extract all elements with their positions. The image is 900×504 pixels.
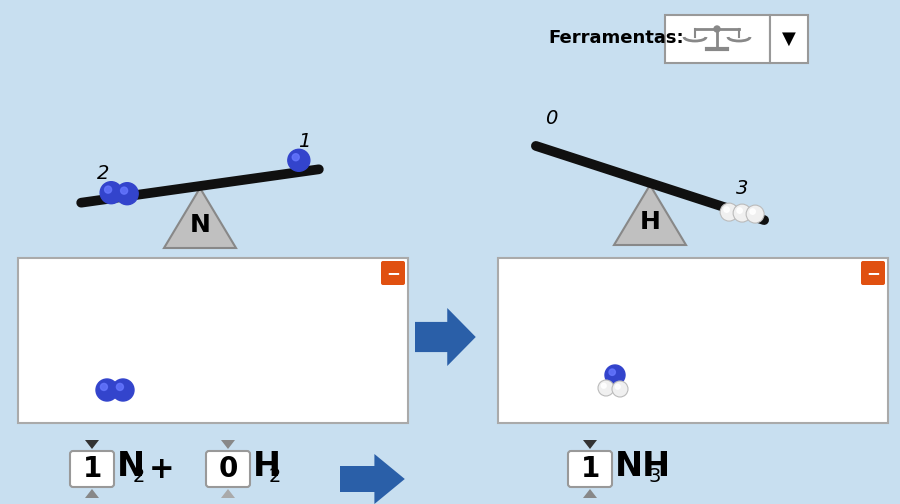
Circle shape	[616, 385, 620, 389]
Circle shape	[288, 149, 310, 171]
Polygon shape	[221, 440, 235, 449]
Polygon shape	[85, 440, 99, 449]
FancyArrow shape	[340, 454, 405, 504]
Text: 1: 1	[580, 455, 599, 483]
Circle shape	[112, 379, 134, 401]
Text: NH: NH	[615, 451, 671, 483]
Text: 3: 3	[736, 179, 748, 198]
Circle shape	[598, 380, 614, 396]
Text: 3: 3	[649, 468, 662, 486]
Text: N: N	[117, 451, 145, 483]
Circle shape	[101, 384, 107, 391]
Text: Ferramentas:: Ferramentas:	[548, 29, 684, 47]
Circle shape	[605, 365, 625, 385]
Text: H: H	[253, 451, 281, 483]
FancyBboxPatch shape	[861, 261, 885, 285]
Text: N: N	[190, 213, 211, 237]
Text: 2: 2	[97, 164, 110, 183]
FancyBboxPatch shape	[568, 451, 612, 487]
Circle shape	[121, 187, 128, 194]
Circle shape	[116, 384, 123, 391]
Bar	[770, 15, 808, 63]
Bar	[665, 15, 770, 63]
Circle shape	[116, 183, 139, 205]
Text: 0: 0	[544, 109, 557, 128]
Polygon shape	[614, 185, 686, 245]
Circle shape	[714, 26, 720, 32]
Circle shape	[750, 209, 755, 214]
Polygon shape	[85, 489, 99, 498]
FancyArrow shape	[415, 308, 476, 366]
Circle shape	[724, 207, 729, 212]
Polygon shape	[164, 188, 236, 248]
Text: 2: 2	[269, 468, 282, 486]
Text: −: −	[386, 264, 400, 282]
Text: ▼: ▼	[782, 30, 796, 48]
Text: −: −	[866, 264, 880, 282]
Text: H: H	[640, 210, 661, 234]
Circle shape	[104, 186, 112, 193]
Circle shape	[720, 203, 738, 221]
Polygon shape	[583, 489, 597, 498]
Text: 1: 1	[83, 455, 102, 483]
Polygon shape	[221, 489, 235, 498]
Circle shape	[601, 384, 607, 388]
FancyBboxPatch shape	[381, 261, 405, 285]
Circle shape	[612, 381, 628, 397]
Circle shape	[734, 204, 752, 222]
Text: +: +	[149, 455, 175, 483]
Polygon shape	[583, 440, 597, 449]
Circle shape	[746, 205, 764, 223]
Circle shape	[96, 379, 118, 401]
FancyBboxPatch shape	[206, 451, 250, 487]
Bar	[498, 258, 888, 423]
Circle shape	[609, 369, 616, 375]
Bar	[18, 258, 408, 423]
Text: 0: 0	[219, 455, 238, 483]
Circle shape	[737, 208, 742, 213]
Text: 2: 2	[133, 468, 146, 486]
Circle shape	[100, 182, 122, 204]
FancyBboxPatch shape	[70, 451, 114, 487]
Text: 1: 1	[298, 132, 310, 151]
Circle shape	[292, 154, 300, 161]
